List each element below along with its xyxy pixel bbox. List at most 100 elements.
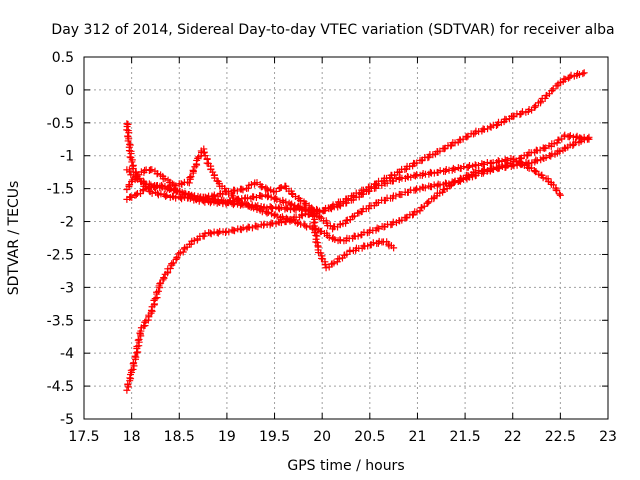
data-point (311, 225, 319, 233)
data-point (147, 306, 155, 314)
data-point (309, 206, 317, 214)
data-point (239, 186, 247, 194)
data-point (480, 165, 488, 173)
chart-title: Day 312 of 2014, Sidereal Day-to-day VTE… (51, 22, 614, 38)
data-point (166, 264, 174, 272)
data-point (141, 318, 149, 326)
data-point (309, 212, 317, 220)
data-point (154, 287, 162, 295)
data-point (430, 181, 438, 189)
data-point (403, 172, 411, 180)
data-point (244, 194, 252, 202)
data-point (517, 155, 525, 163)
data-point (173, 253, 181, 261)
data-point (486, 166, 494, 174)
data-point (264, 208, 272, 216)
x-tick-label: 22.5 (545, 429, 576, 445)
data-point (269, 204, 277, 212)
data-point (308, 205, 316, 213)
data-point (296, 196, 304, 204)
data-point (509, 113, 517, 121)
y-tick-label: -2 (60, 215, 74, 231)
data-point (402, 214, 410, 222)
data-point (171, 186, 179, 194)
data-point (124, 137, 132, 145)
data-layer (123, 69, 593, 394)
data-point (168, 260, 176, 268)
data-point (189, 166, 197, 174)
x-tick-label: 19.5 (259, 429, 290, 445)
plot-frame (83, 56, 609, 420)
data-point (321, 261, 329, 269)
data-point (277, 219, 285, 227)
data-point (244, 202, 252, 210)
data-point (426, 168, 434, 176)
data-point (312, 238, 320, 246)
data-point (126, 193, 134, 201)
data-point (291, 201, 299, 209)
data-point (556, 191, 564, 199)
data-point (134, 336, 142, 344)
data-point (392, 192, 400, 200)
data-point (412, 186, 420, 194)
data-point (277, 183, 285, 191)
data-point (446, 182, 454, 190)
data-point (489, 165, 497, 173)
data-point (580, 69, 588, 77)
data-point (566, 132, 574, 140)
data-point (406, 163, 414, 171)
data-point (239, 224, 247, 232)
data-point (288, 216, 296, 224)
data-point (157, 190, 165, 198)
data-point (494, 157, 502, 165)
data-point (580, 136, 588, 144)
data-point (450, 178, 458, 186)
data-point (413, 171, 421, 179)
data-point (413, 208, 421, 216)
data-point (258, 183, 266, 191)
data-point (390, 244, 398, 252)
data-point (132, 353, 140, 361)
data-point (219, 198, 227, 206)
series-track-e (123, 179, 398, 272)
x-tick-label: 21.5 (450, 429, 481, 445)
data-point (175, 250, 183, 258)
data-point (224, 187, 232, 195)
data-point (556, 147, 564, 155)
data-point (172, 194, 180, 202)
data-point (128, 178, 136, 186)
data-point (471, 161, 479, 169)
series-track-a (123, 69, 588, 394)
data-point (555, 190, 563, 198)
data-point (127, 366, 135, 374)
data-point (273, 212, 281, 220)
data-point (524, 163, 532, 171)
x-tick-label: 21 (409, 429, 427, 445)
data-point (230, 194, 238, 202)
data-point (179, 248, 187, 256)
data-point (329, 234, 337, 242)
data-point (272, 194, 280, 202)
data-point (584, 135, 592, 143)
y-tick-label: -5 (60, 412, 74, 428)
y-tick-label: 0 (65, 83, 74, 99)
y-axis-label: SDTVAR / TECUs (6, 181, 22, 296)
data-point (288, 200, 296, 208)
data-point (548, 87, 556, 95)
x-tick-label: 20.5 (354, 429, 385, 445)
data-point (248, 203, 256, 211)
x-tick-label: 17.5 (68, 429, 99, 445)
data-point (130, 359, 138, 367)
data-point (134, 348, 142, 356)
x-tick-label: 22 (504, 429, 522, 445)
y-tick-label: -4 (60, 346, 74, 362)
data-point (561, 75, 569, 83)
data-point (330, 259, 338, 267)
data-point (238, 185, 246, 193)
data-point (539, 174, 547, 182)
data-point (128, 158, 136, 166)
data-point (158, 182, 166, 190)
y-tick-label: -1 (60, 149, 74, 165)
data-point (300, 204, 308, 212)
